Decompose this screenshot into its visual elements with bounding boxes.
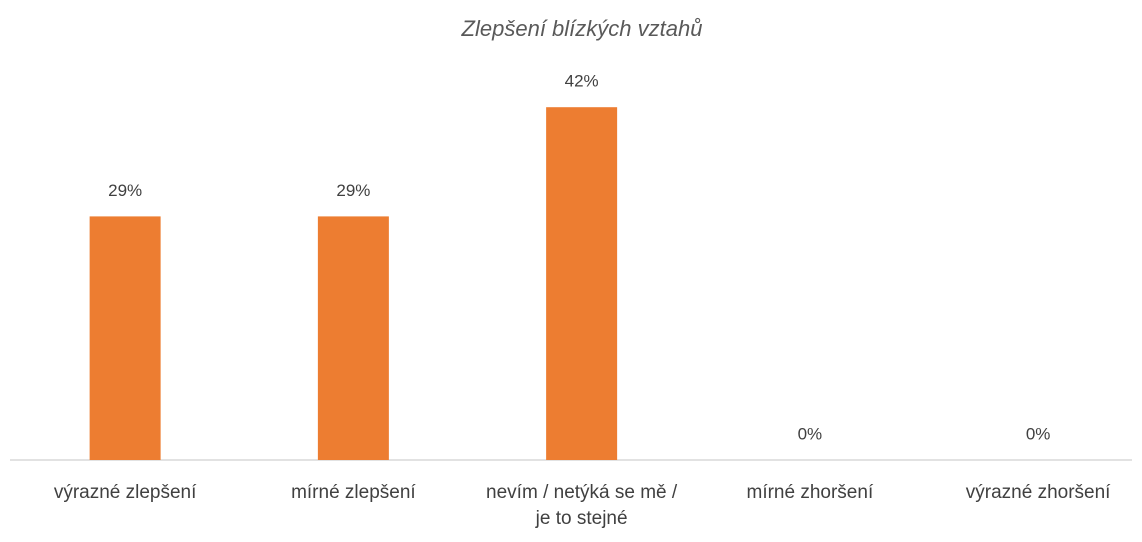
data-label: 29% <box>108 181 142 200</box>
data-label: 0% <box>798 424 823 443</box>
bar <box>546 107 618 460</box>
bar <box>317 216 389 460</box>
bar <box>89 216 161 460</box>
x-tick-label: výrazné zhoršení <box>965 482 1111 503</box>
data-label: 0% <box>1026 424 1051 443</box>
x-tick-label: nevím / netýká se mě / je to stejné <box>486 482 678 529</box>
x-tick-label: výrazné zlepšení <box>53 482 197 503</box>
chart-title: Zlepšení blízkých vztahů <box>461 16 703 41</box>
x-tick-label: mírné zhoršení <box>746 482 874 503</box>
data-label: 29% <box>336 181 370 200</box>
x-tick-label: mírné zlepšení <box>291 482 416 503</box>
data-label: 42% <box>565 72 599 91</box>
